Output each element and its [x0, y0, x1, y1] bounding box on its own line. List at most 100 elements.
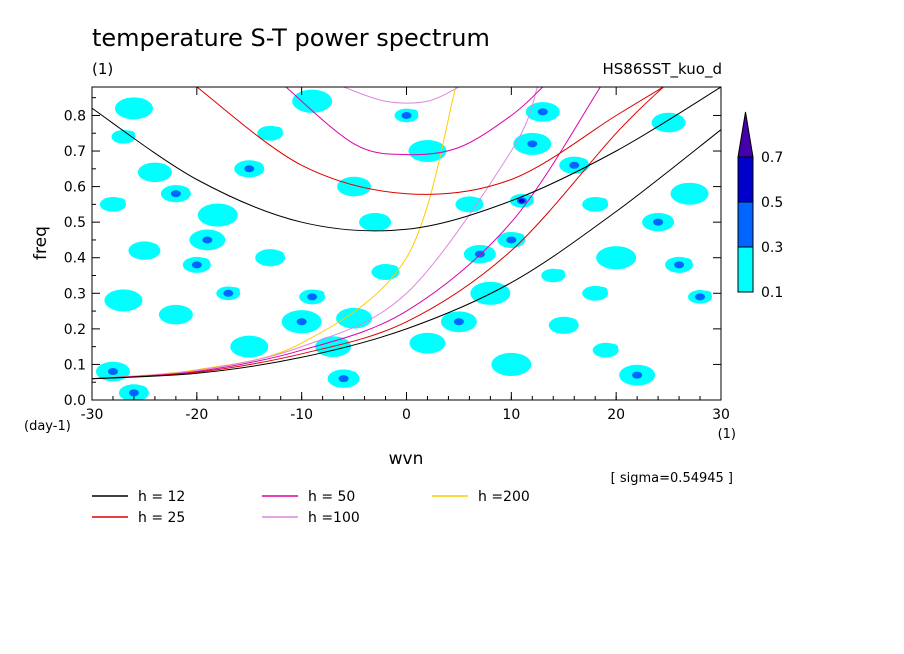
- contour-region-level2: [653, 218, 664, 226]
- contour-region-level2: [695, 293, 706, 301]
- x-tick-label: 0: [402, 407, 411, 423]
- contour-region-level2: [632, 371, 643, 379]
- x-unit-label: (1): [718, 427, 736, 442]
- contour-region: [350, 309, 370, 321]
- contour-region-level3: [518, 198, 525, 203]
- y-axis: 0.0 0.1 0.2 0.3 0.4 0.5 0.6 0.7 0.8: [64, 97, 721, 409]
- colorbar-segment: [737, 246, 754, 293]
- legend-label: h = 25: [138, 510, 185, 526]
- contour-region: [118, 291, 140, 304]
- legend-label: h = 50: [308, 489, 355, 505]
- contour-region: [268, 250, 284, 260]
- colorbar-label: 0.5: [761, 195, 783, 211]
- y-tick-label: 0.2: [64, 322, 86, 338]
- kelvin-curve: [92, 87, 664, 380]
- y-tick-label: 0.8: [64, 108, 86, 124]
- contour-region: [594, 286, 608, 294]
- inertia-gravity-curve: [196, 87, 664, 195]
- y-tick-label: 0.4: [64, 251, 86, 267]
- x-tick-label: 20: [607, 407, 625, 423]
- contour-region: [244, 337, 266, 350]
- contour-region-level2: [569, 161, 580, 169]
- contour-region: [553, 269, 565, 276]
- contour-region-level2: [537, 108, 548, 116]
- legend-label: h =100: [308, 510, 360, 526]
- contour-region-level2: [338, 375, 349, 383]
- y-tick-label: 0.1: [64, 357, 86, 373]
- contour-region: [422, 142, 444, 155]
- contour-region: [142, 242, 159, 253]
- subtitle-right: HS86SST_kuo_d: [602, 60, 722, 79]
- kelvin-curve: [92, 87, 601, 380]
- legend-label: h = 12: [138, 489, 185, 505]
- contour-region: [129, 99, 151, 112]
- contour-region-level2: [107, 368, 118, 376]
- contour-region-level2: [202, 236, 213, 244]
- contour-region-level2: [401, 111, 412, 119]
- contour-region: [372, 214, 390, 224]
- y-tick-label: 0.6: [64, 180, 86, 196]
- y-tick-label: 0.0: [64, 393, 86, 409]
- x-tick-label: 30: [712, 407, 730, 423]
- contour-region-level2: [453, 318, 464, 326]
- inertia-gravity-curve: [92, 87, 721, 232]
- x-tick-label: -20: [185, 407, 208, 423]
- contour-region: [151, 164, 170, 175]
- contour-region: [605, 343, 618, 351]
- x-tick-label: 10: [502, 407, 520, 423]
- contour-region-level2: [506, 236, 517, 244]
- y-tick-label: 0.5: [64, 215, 86, 231]
- contour-region-level2: [244, 165, 255, 173]
- subtitle-left: (1): [92, 60, 113, 78]
- contour-region-level2: [191, 261, 202, 269]
- contour-region-level2: [307, 293, 318, 301]
- colorbar-label: 0.3: [761, 240, 783, 256]
- x-axis: -30 -20 -10 0 10 20 30: [81, 87, 730, 423]
- contour-fill-layer: [95, 89, 713, 400]
- contour-region: [506, 355, 529, 368]
- contour-region: [212, 205, 235, 219]
- contour-region: [384, 264, 399, 273]
- contour-region: [172, 306, 191, 317]
- colorbar-segment: [737, 201, 754, 248]
- colorbar-extend-arrow: [737, 111, 754, 158]
- colorbar-label: 0.7: [761, 150, 783, 166]
- sigma-label: [ sigma=0.54945 ]: [611, 471, 733, 486]
- y-tick-label: 0.7: [64, 144, 86, 160]
- contour-region: [269, 126, 283, 134]
- kelvin-curve: [92, 129, 721, 380]
- inertia-gravity-curve: [285, 87, 544, 156]
- contour-region-level2: [674, 261, 685, 269]
- x-tick-label: -30: [81, 407, 104, 423]
- legend-label: h =200: [478, 489, 530, 505]
- chart-title: temperature S-T power spectrum: [92, 24, 490, 52]
- contour-region: [610, 248, 634, 262]
- inertia-gravity-curve: [343, 87, 460, 104]
- contour-region: [306, 91, 330, 105]
- colorbar: 0.1 0.3 0.5 0.7: [737, 111, 783, 301]
- legend: h = 12 h = 25 h = 50 h =100 h =200: [92, 489, 530, 526]
- y-unit-label: (day-1): [24, 419, 71, 434]
- contour-region: [423, 334, 444, 346]
- contour-region-level2: [527, 140, 538, 148]
- y-axis-label: freq: [31, 226, 51, 260]
- contour-region-level2: [223, 289, 234, 297]
- x-tick-label: -10: [290, 407, 313, 423]
- dispersion-curve-layer: [92, 87, 721, 380]
- contour-region-level2: [296, 318, 307, 326]
- colorbar-label: 0.1: [761, 285, 783, 301]
- x-axis-label: wvn: [389, 449, 424, 469]
- colorbar-segment: [737, 156, 754, 203]
- y-tick-label: 0.3: [64, 286, 86, 302]
- contour-region-level2: [170, 190, 181, 198]
- contour-region: [685, 184, 707, 197]
- contour-region-level2: [128, 389, 139, 397]
- plot-frame: [91, 86, 722, 401]
- contour-region: [468, 197, 483, 206]
- contour-region: [562, 317, 578, 327]
- contour-region: [594, 197, 608, 205]
- kelvin-curve: [92, 87, 538, 380]
- contour-region: [123, 130, 136, 137]
- contour-region: [112, 197, 126, 205]
